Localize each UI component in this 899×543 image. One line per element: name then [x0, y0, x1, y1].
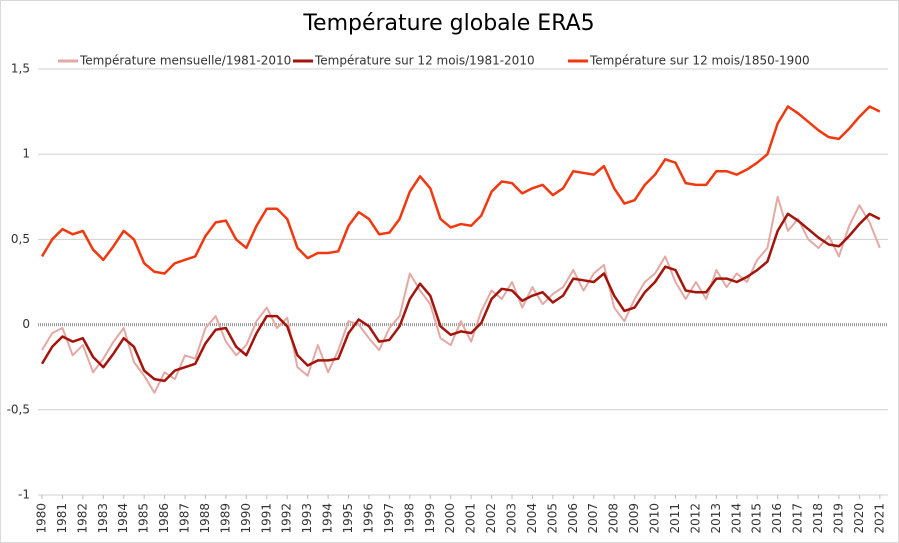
x-tick-label: 1990	[239, 503, 253, 534]
x-tick-label: 1981	[55, 503, 69, 534]
x-tick-label: 1982	[75, 503, 89, 534]
x-tick-label: 2015	[750, 503, 764, 534]
x-tick-label: 1992	[280, 503, 294, 534]
x-tick-label: 2005	[545, 503, 559, 534]
x-tick-label: 1996	[361, 503, 375, 534]
x-tick-label: 2016	[770, 503, 784, 534]
chart-title: Température globale ERA5	[302, 11, 594, 36]
x-tick-label: 1987	[178, 503, 192, 534]
x-tick-label: 2018	[811, 503, 825, 534]
legend-label: Température sur 12 mois/1981-2010	[314, 54, 535, 68]
x-tick-label: 2000	[443, 503, 457, 534]
x-tick-label: 2021	[872, 503, 886, 534]
x-tick-label: 1988	[198, 503, 212, 534]
y-tick-label: 1	[22, 147, 30, 161]
x-tick-label: 2003	[505, 503, 519, 534]
x-tick-label: 1993	[300, 503, 314, 534]
legend-label: Température sur 12 mois/1850-1900	[589, 54, 810, 68]
x-tick-label: 1986	[157, 503, 171, 534]
x-tick-label: 2008	[607, 503, 621, 534]
y-tick-label: -1	[18, 488, 30, 502]
x-tick-label: 2006	[566, 503, 580, 534]
x-tick-label: 1983	[96, 503, 110, 534]
y-tick-label: 1,5	[11, 62, 30, 76]
y-tick-label: -0,5	[7, 402, 30, 416]
x-tick-label: 1985	[137, 503, 151, 534]
x-tick-label: 2014	[729, 503, 743, 534]
x-tick-label: 2002	[484, 503, 498, 534]
legend-label: Température mensuelle/1981-2010	[79, 54, 291, 68]
x-tick-label: 1991	[259, 503, 273, 534]
x-tick-label: 2013	[709, 503, 723, 534]
x-tick-label: 1984	[116, 503, 130, 534]
x-tick-label: 2001	[464, 503, 478, 534]
x-tick-label: 1997	[382, 503, 396, 534]
series-line	[41, 195, 881, 394]
x-tick-label: 1994	[321, 503, 335, 534]
x-tick-label: 2009	[627, 503, 641, 534]
x-tick-label: 2012	[688, 503, 702, 534]
x-tick-label: 2007	[586, 503, 600, 534]
x-tick-label: 2020	[852, 503, 866, 534]
x-tick-label: 1980	[35, 503, 49, 534]
series-line	[40, 212, 881, 383]
x-tick-label: 2011	[668, 503, 682, 534]
x-tick-label: 1995	[341, 503, 355, 534]
x-tick-label: 1989	[218, 503, 232, 534]
x-tick-label: 1998	[402, 503, 416, 534]
series-line	[40, 105, 881, 275]
x-tick-label: 2017	[791, 503, 805, 534]
x-tick-label: 1999	[423, 503, 437, 534]
y-tick-label: 0	[22, 317, 30, 331]
x-tick-label: 2019	[831, 503, 845, 534]
x-tick-label: 2010	[648, 503, 662, 534]
y-tick-label: 0,5	[11, 232, 30, 246]
x-tick-label: 2004	[525, 503, 539, 534]
